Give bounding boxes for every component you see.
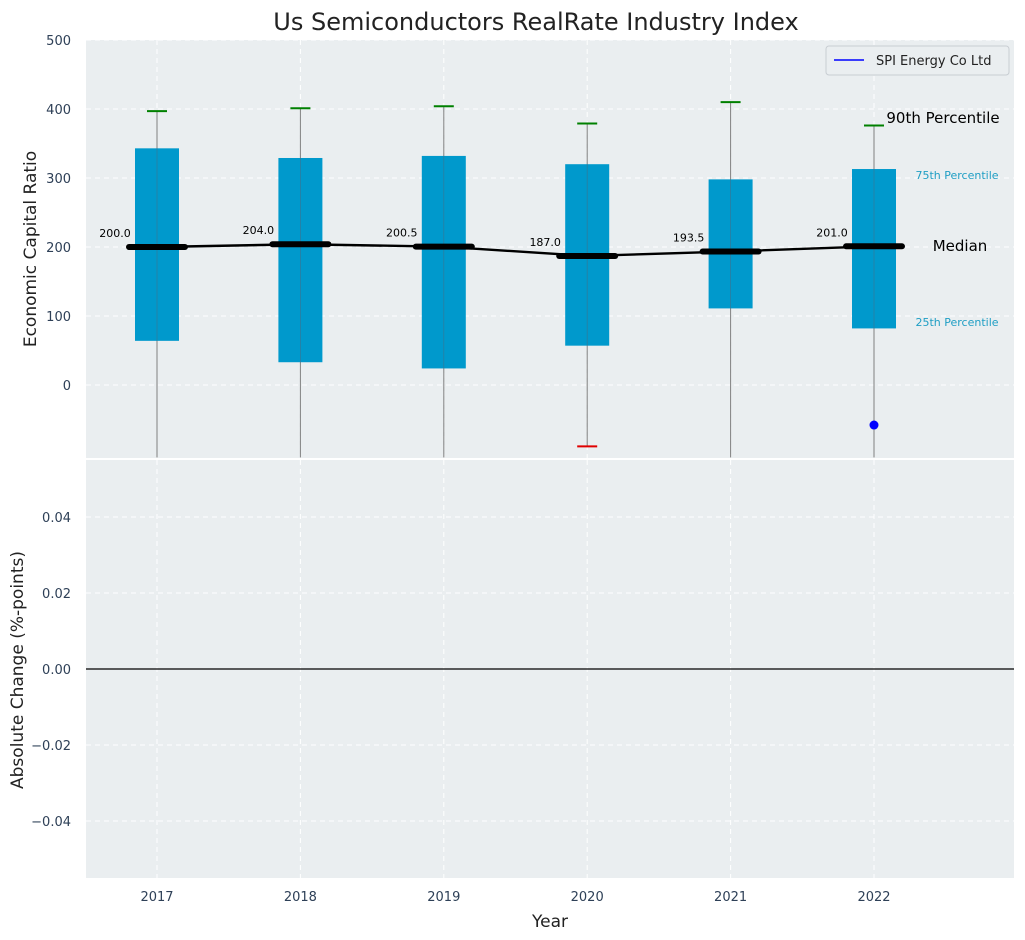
annotation-median: Median — [933, 237, 988, 255]
company-points — [869, 420, 879, 430]
legend-label: SPI Energy Co Ltd — [876, 54, 991, 69]
median-value-label: 200.5 — [386, 227, 418, 240]
top-y-tick-label: 100 — [46, 310, 71, 325]
median-value-label: 193.5 — [673, 231, 705, 244]
box-2018: 204.0 — [243, 107, 323, 458]
median-line-group — [126, 241, 905, 259]
top-panel: 0 100 200 300 400 500 200.0 204.0 200.5 187.0 193… — [21, 34, 1014, 458]
top-y-axis-label: Economic Capital Ratio — [21, 151, 41, 347]
x-tick-label: 2017 — [140, 890, 173, 905]
top-y-tick-label: 300 — [46, 172, 71, 187]
legend-box — [825, 45, 1010, 76]
company-point — [869, 420, 879, 430]
x-axis-label: Year — [531, 912, 568, 932]
annotation-p25: 25th Percentile — [915, 316, 998, 329]
legend: SPI Energy Co Ltd — [825, 45, 1010, 76]
top-y-tick-label: 200 — [46, 241, 71, 256]
x-ticks: 2017 2018 2019 2020 2021 2022 — [140, 890, 890, 905]
bottom-y-ticks: −0.04 −0.02 0.00 0.02 0.04 — [31, 511, 71, 830]
x-tick-label: 2018 — [284, 890, 317, 905]
annotation-p75: 75th Percentile — [915, 169, 998, 182]
top-y-ticks: 0 100 200 300 400 500 — [46, 34, 71, 394]
median-value-label: 200.0 — [99, 227, 131, 240]
top-y-tick-label: 500 — [46, 34, 71, 49]
annotation-p90: 90th Percentile — [886, 109, 999, 127]
x-tick-label: 2022 — [857, 890, 890, 905]
bottom-panel: −0.04−0.020.000.020.04 2017 2018 2019 2020 2… — [8, 460, 1014, 932]
chart-title: Us Semiconductors RealRate Industry Inde… — [273, 8, 798, 36]
x-tick-label: 2019 — [427, 890, 460, 905]
top-y-tick-label: 0 — [63, 379, 71, 394]
box-2021: 193.5 — [673, 101, 753, 458]
percentile-annotations: 90th Percentile 75th Percentile Median 2… — [886, 109, 999, 329]
bottom-y-axis-label: Absolute Change (%-points) — [8, 551, 28, 789]
x-tick-label: 2021 — [714, 890, 747, 905]
top-y-tick-label: 400 — [46, 103, 71, 118]
median-value-label: 187.0 — [529, 236, 561, 249]
box-2019: 200.5 — [386, 105, 466, 458]
bottom-y-tick-label: 0.00 — [42, 663, 71, 678]
median-value-label: 201.0 — [816, 226, 848, 239]
bottom-y-tick-label: −0.04 — [31, 815, 71, 830]
bottom-y-tick-label: 0.04 — [42, 511, 71, 526]
x-tick-label: 2020 — [571, 890, 604, 905]
bottom-y-tick-label: −0.02 — [31, 739, 71, 754]
bottom-y-tick-label: 0.02 — [42, 587, 71, 602]
median-value-label: 204.0 — [243, 224, 275, 237]
